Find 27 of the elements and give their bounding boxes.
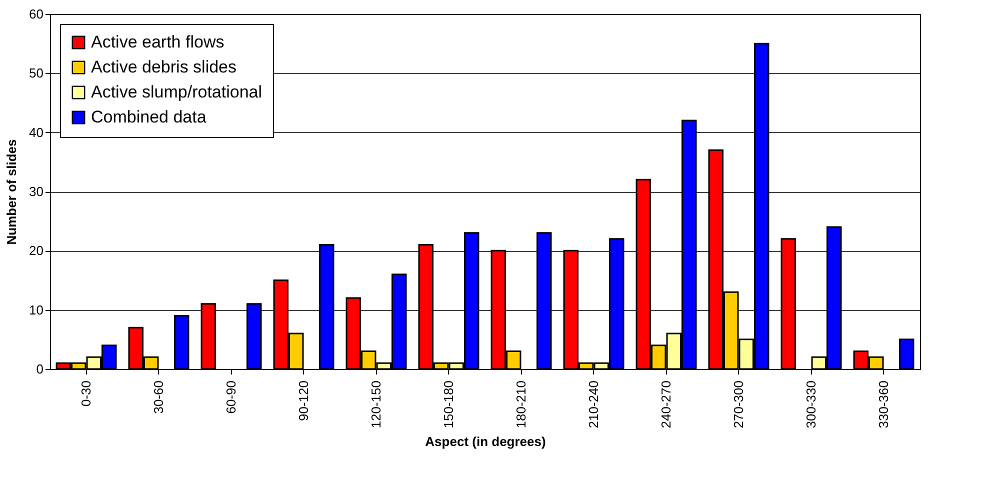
legend-label: Active slump/rotational <box>91 82 262 102</box>
x-tick-label: 150-180 <box>440 380 456 428</box>
x-tick-label: 240-270 <box>658 380 674 428</box>
x-tick-label: 300-330 <box>803 380 818 428</box>
legend-label: Combined data <box>91 108 207 126</box>
y-axis-title: Number of slides <box>4 139 20 245</box>
x-tick-label: 0-30 <box>78 380 94 407</box>
x-tick-label: 60-90 <box>223 380 238 414</box>
x-tick-label: 90-120 <box>296 380 311 421</box>
x-tick-label: 330-360 <box>876 380 891 428</box>
x-tick-label: 30-60 <box>150 380 166 414</box>
bar <box>899 338 914 370</box>
x-axis-title: Aspect (in degrees) <box>425 434 546 450</box>
y-tick-label: 50 <box>29 66 44 81</box>
y-tick-label: 60 <box>29 6 44 22</box>
y-tick-label: 10 <box>29 302 44 318</box>
x-tick-label: 210-240 <box>586 380 601 428</box>
x-tick-label: 120-150 <box>368 380 384 428</box>
bar <box>174 315 190 370</box>
x-tick-label: 180-210 <box>513 380 528 428</box>
legend-label: Active earth flows <box>91 32 224 52</box>
y-tick-label: 0 <box>36 362 44 376</box>
legend-label: Active debris slides <box>91 58 237 76</box>
y-tick-label: 20 <box>29 243 44 258</box>
y-tick-label: 30 <box>29 184 44 199</box>
x-tick-label: 270-300 <box>730 380 746 428</box>
y-tick-label: 40 <box>29 124 44 140</box>
